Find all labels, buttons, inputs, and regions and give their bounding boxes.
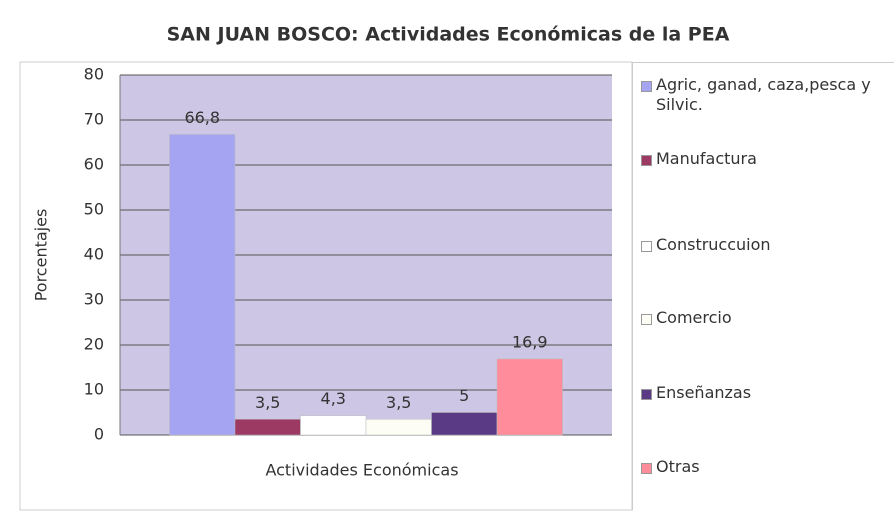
legend-item: Construccuion: [641, 235, 891, 255]
x-axis-label: Actividades Económicas: [265, 461, 458, 480]
legend-label: Comercio: [656, 308, 732, 327]
legend-swatch: [641, 463, 652, 474]
y-tick-label: 70: [84, 110, 104, 129]
data-label: 4,3: [321, 389, 346, 408]
y-tick-label: 30: [84, 290, 104, 309]
legend-label: Manufactura: [656, 149, 757, 168]
data-label: 3,5: [255, 393, 280, 412]
legend-label: Construccuion: [656, 235, 771, 254]
legend-swatch: [641, 241, 652, 252]
bar: [234, 419, 301, 436]
y-axis-label: Porcentajes: [32, 209, 51, 302]
bar: [496, 358, 563, 436]
legend-item: Otras: [641, 457, 891, 477]
data-label: 5: [459, 386, 469, 405]
legend-item: Enseñanzas: [641, 383, 891, 403]
data-label: 66,8: [184, 108, 220, 127]
chart-title: SAN JUAN BOSCO: Actividades Económicas d…: [167, 24, 730, 46]
legend-item: Manufactura: [641, 149, 891, 169]
bar: [169, 134, 236, 436]
legend-label: Otras: [656, 457, 700, 476]
legend-swatch: [641, 155, 652, 166]
legend-item: Agric, ganad, caza,pesca y Silvic.: [641, 75, 891, 115]
legend-swatch: [641, 314, 652, 325]
legend-label: Agric, ganad, caza,pesca y Silvic.: [656, 75, 871, 114]
y-tick-label: 50: [84, 200, 104, 219]
y-tick-label: 40: [84, 245, 104, 264]
bar: [300, 415, 367, 436]
legend: Agric, ganad, caza,pesca y Silvic. Manufa…: [632, 62, 894, 510]
y-tick-label: 20: [84, 335, 104, 354]
y-tick-label: 80: [84, 65, 104, 84]
legend-label: Enseñanzas: [656, 383, 752, 402]
data-label: 16,9: [512, 332, 548, 351]
data-label: 3,5: [386, 393, 411, 412]
y-tick-label: 60: [84, 155, 104, 174]
legend-swatch: [641, 389, 652, 400]
legend-item: Comercio: [641, 308, 891, 328]
bar: [431, 412, 498, 436]
legend-swatch: [641, 81, 652, 92]
bar: [365, 419, 432, 436]
y-tick-label: 0: [94, 425, 104, 444]
y-tick-label: 10: [84, 380, 104, 399]
